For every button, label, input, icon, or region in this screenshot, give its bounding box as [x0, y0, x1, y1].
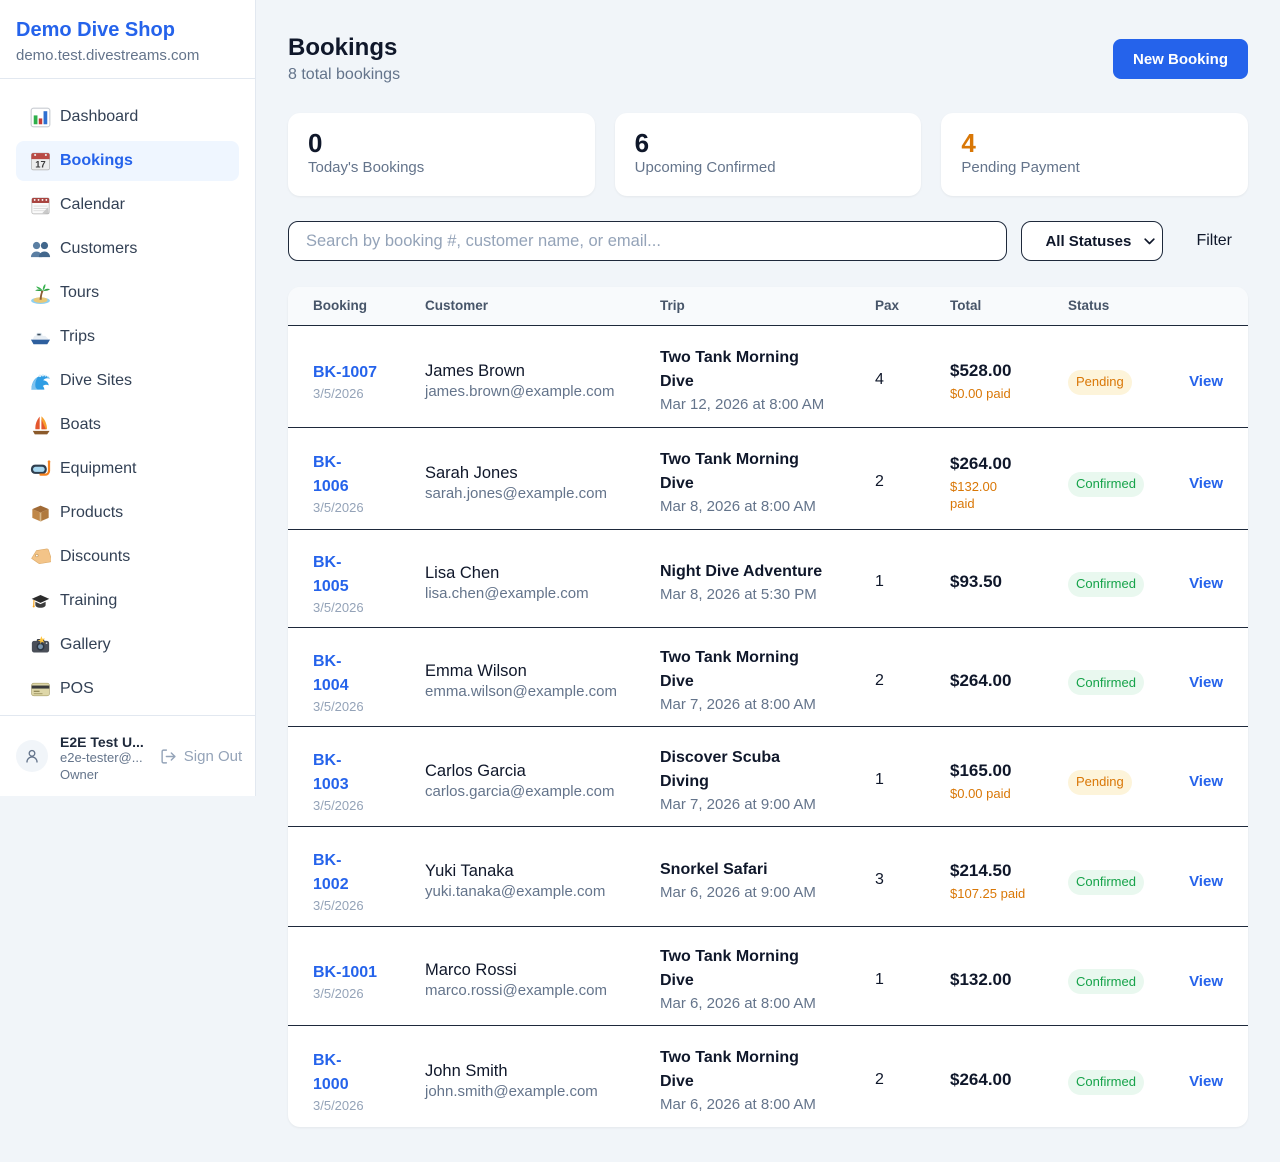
- svg-text:17: 17: [35, 159, 45, 169]
